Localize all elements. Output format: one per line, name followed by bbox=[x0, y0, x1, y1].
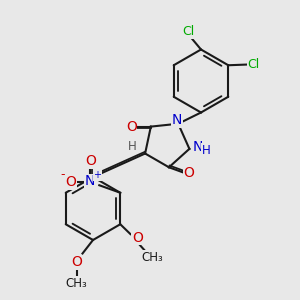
Text: N: N bbox=[172, 113, 182, 127]
Text: O: O bbox=[71, 256, 82, 269]
Text: Cl: Cl bbox=[248, 58, 260, 71]
Text: O: O bbox=[184, 166, 194, 180]
Text: CH₃: CH₃ bbox=[66, 277, 87, 290]
Text: Cl: Cl bbox=[182, 25, 195, 38]
Text: +: + bbox=[93, 170, 101, 180]
Text: O: O bbox=[85, 154, 96, 168]
Text: H: H bbox=[202, 144, 210, 157]
Text: N: N bbox=[193, 140, 203, 154]
Text: O: O bbox=[126, 120, 137, 134]
Text: N: N bbox=[85, 174, 95, 188]
Text: O: O bbox=[65, 175, 76, 189]
Text: O: O bbox=[132, 231, 143, 245]
Text: H: H bbox=[128, 140, 137, 152]
Text: -: - bbox=[61, 168, 65, 181]
Text: CH₃: CH₃ bbox=[142, 251, 163, 264]
